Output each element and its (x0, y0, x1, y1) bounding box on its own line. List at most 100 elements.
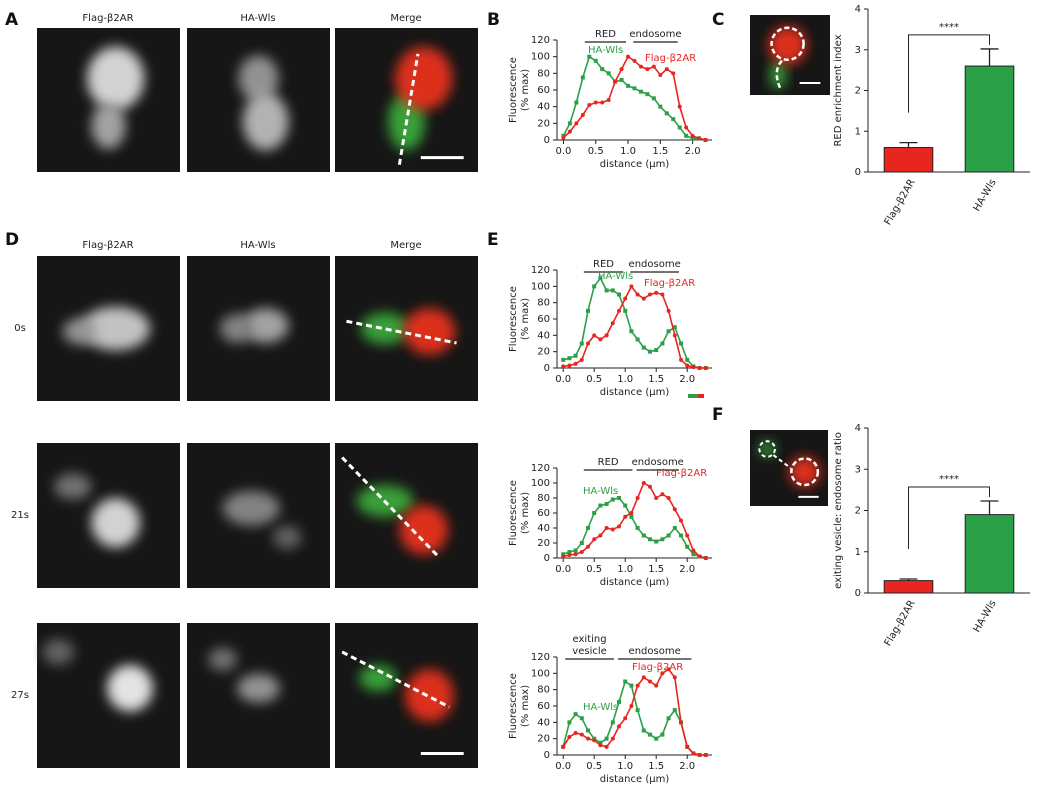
marker (579, 541, 584, 545)
marker (561, 744, 566, 749)
marker (679, 341, 683, 346)
x-tick-label: 0.5 (588, 146, 604, 157)
marker (592, 284, 597, 289)
marker (638, 89, 643, 94)
marker (654, 348, 659, 353)
marker (691, 365, 696, 370)
marker (592, 738, 597, 743)
marker (617, 699, 621, 704)
y-tick-label: 0 (544, 363, 550, 374)
marker (679, 720, 683, 725)
marker (697, 136, 702, 141)
y-tick-label: 120 (531, 265, 550, 276)
key-swatch (688, 394, 698, 398)
marker (629, 683, 634, 688)
marker (703, 556, 708, 560)
panel-label: E (487, 230, 499, 250)
marker (660, 732, 665, 737)
y-tick-label: 120 (531, 35, 550, 46)
signal-blob (242, 92, 289, 151)
signal-blob (789, 456, 821, 487)
marker (635, 496, 640, 500)
signal-blob (91, 102, 126, 149)
y-axis-label: Fluorescence (508, 286, 519, 352)
marker (606, 71, 611, 76)
marker (666, 533, 671, 538)
x-tick-label: 2.0 (679, 374, 695, 385)
significance-label: **** (939, 22, 959, 33)
key-swatch (698, 394, 704, 398)
signal-blob (54, 473, 92, 500)
time-label: 27s (11, 690, 29, 701)
signal-blob (360, 312, 410, 345)
signal-blob (395, 46, 453, 111)
marker (648, 679, 652, 684)
y-axis-label: (% max) (520, 685, 531, 727)
marker (598, 503, 603, 508)
region-label: exiting (573, 634, 607, 645)
micrograph (37, 623, 180, 768)
marker (677, 104, 682, 109)
y-tick-label: 0 (855, 588, 861, 599)
marker (666, 667, 671, 672)
marker (679, 357, 683, 362)
region-label: RED (598, 457, 619, 468)
marker (648, 537, 652, 542)
series-label: Flag-β2AR (656, 468, 707, 479)
marker (604, 744, 609, 749)
y-tick-label: 120 (531, 463, 550, 474)
micrograph (750, 430, 828, 506)
marker (679, 533, 683, 538)
panel-label: F (712, 405, 724, 425)
marker (600, 67, 605, 72)
x-tick-label: 1.5 (652, 146, 668, 157)
significance-bracket (908, 486, 990, 549)
outline (770, 26, 805, 62)
marker (561, 552, 566, 557)
time-label: 21s (11, 510, 29, 521)
marker (561, 554, 566, 559)
image-header: Merge (390, 13, 421, 24)
marker (632, 58, 637, 63)
marker (587, 103, 592, 107)
x-axis-label: distance (µm) (600, 577, 670, 588)
x-tick-label: 1.5 (648, 374, 664, 385)
marker (672, 675, 677, 680)
y-tick-label: 100 (531, 52, 550, 63)
line-scan (341, 456, 440, 558)
series-label: Flag-β2AR (645, 53, 696, 64)
marker (629, 514, 634, 519)
y-tick-label: 2 (855, 506, 861, 517)
marker (677, 125, 682, 130)
marker (638, 64, 643, 69)
y-axis-label: (% max) (520, 492, 531, 534)
marker (586, 308, 590, 313)
outline (775, 59, 783, 90)
x-tick-label: 1.0 (617, 374, 633, 385)
y-tick-label: 60 (537, 314, 550, 325)
marker (658, 104, 663, 109)
marker (567, 129, 572, 134)
marker (641, 533, 646, 538)
marker (580, 113, 585, 117)
y-tick-label: 100 (531, 478, 550, 489)
marker (641, 728, 646, 733)
marker (604, 333, 609, 338)
y-tick-label: 40 (537, 330, 550, 341)
marker (651, 64, 656, 69)
marker (654, 290, 659, 295)
marker (691, 552, 696, 557)
image-header: Flag-β2AR (82, 240, 133, 251)
x-tick-label: 2.0 (679, 564, 695, 575)
marker (586, 341, 590, 346)
marker (645, 92, 650, 97)
bar (883, 580, 934, 594)
x-tick-label: 0.0 (556, 146, 572, 157)
y-tick-label: 2 (855, 86, 861, 97)
marker (604, 502, 609, 506)
marker (579, 716, 584, 721)
y-tick-label: 80 (537, 68, 550, 79)
signal-blob (238, 55, 279, 102)
x-tick-label: 0.0 (555, 564, 571, 575)
marker (684, 133, 689, 138)
